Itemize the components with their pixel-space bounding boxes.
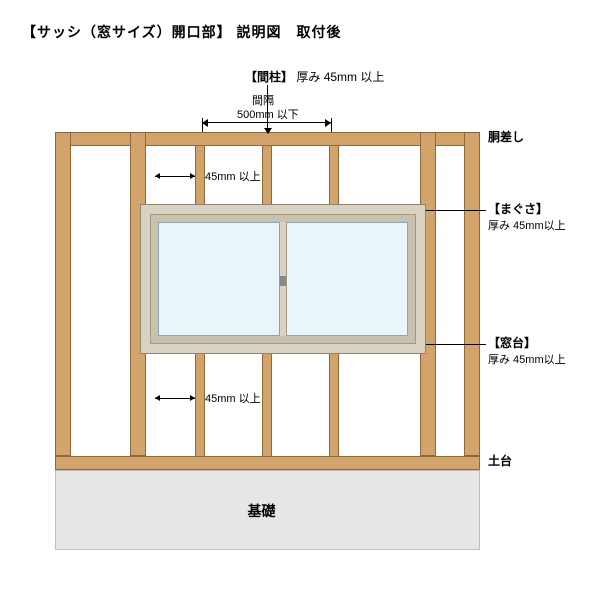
gap45l-line <box>155 398 195 399</box>
main-post-3 <box>464 132 480 456</box>
mabashira-label: 【間柱】 厚み 45mm 以上 <box>245 70 384 86</box>
spacing-top-label: 間隔 <box>252 94 274 108</box>
page-title: 【サッシ（窓サイズ）開口部】 説明図 取付後 <box>22 22 341 42</box>
madodai-label: 【窓台】厚み 45mm以上 <box>488 336 566 367</box>
mabashira-arrowhead <box>264 128 272 134</box>
glass-right <box>285 222 408 336</box>
gap45u-ar <box>190 173 195 179</box>
window-handle <box>280 276 286 286</box>
sill-plate <box>55 456 480 470</box>
spacing-bot-label: 500mm 以下 <box>237 108 299 122</box>
sub-stud-bot-2 <box>329 352 339 456</box>
gap45u-line <box>155 176 195 177</box>
mabashira-sub: 厚み 45mm 以上 <box>296 70 384 84</box>
sub-stud-top-0 <box>195 146 205 206</box>
sub-stud-top-1 <box>262 146 272 206</box>
gap45l-ar <box>190 395 195 401</box>
sub-stud-bot-0 <box>195 352 205 456</box>
top-beam <box>55 132 480 146</box>
magusa-label: 【まぐさ】厚み 45mm以上 <box>488 202 566 233</box>
gap45u-al <box>155 173 160 179</box>
sub-stud-bot-1 <box>262 352 272 456</box>
sub-stud-top-2 <box>329 146 339 206</box>
spacing-tick-r <box>331 118 332 132</box>
mabashira-title: 【間柱】 <box>245 70 293 84</box>
gap45-upper-label: 45mm 以上 <box>205 170 261 184</box>
spacing-arr-l <box>202 119 208 127</box>
gap45-lower-label: 45mm 以上 <box>205 392 261 406</box>
dousashi-label: 胴差し <box>488 130 524 146</box>
magusa-leader <box>426 210 486 211</box>
spacing-line <box>202 122 331 123</box>
glass-left <box>158 222 281 336</box>
madodai-title: 【窓台】 <box>488 336 536 350</box>
madodai-leader <box>426 344 486 345</box>
madodai-sub: 厚み 45mm以上 <box>488 354 566 366</box>
foundation-label: 基礎 <box>248 502 276 520</box>
magusa-sub: 厚み 45mm以上 <box>488 220 566 232</box>
gap45l-al <box>155 395 160 401</box>
magusa-title: 【まぐさ】 <box>488 202 548 216</box>
spacing-arr-r <box>325 119 331 127</box>
main-post-0 <box>55 132 71 456</box>
dodai-label: 土台 <box>488 454 512 470</box>
